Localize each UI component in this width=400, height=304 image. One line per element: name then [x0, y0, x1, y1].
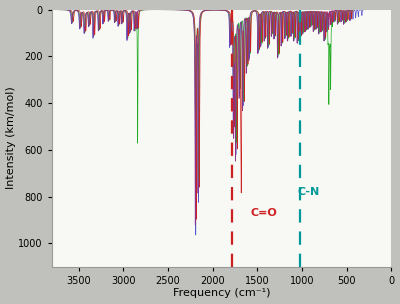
X-axis label: Frequency (cm⁻¹): Frequency (cm⁻¹) [173, 288, 270, 299]
Text: C=O: C=O [250, 208, 277, 218]
Y-axis label: Intensity (km/mol): Intensity (km/mol) [6, 87, 16, 189]
Text: C-N: C-N [298, 187, 320, 197]
